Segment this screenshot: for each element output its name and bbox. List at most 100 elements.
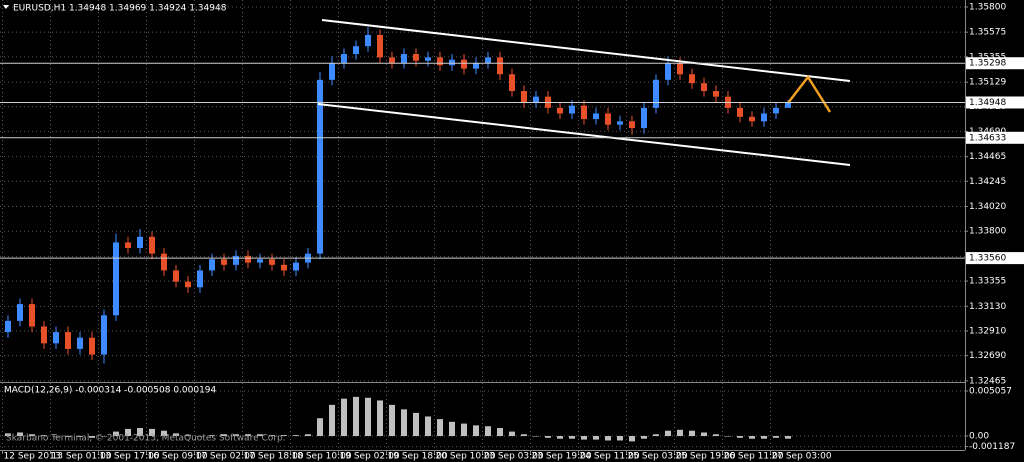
histogram-bar [365, 397, 371, 437]
x-tick-label: 19 Sep 02:00 [340, 452, 400, 462]
histogram-bar [233, 434, 239, 437]
histogram-bar [701, 432, 707, 437]
candle-body [449, 59, 455, 66]
candle-body [569, 105, 575, 114]
histogram-bar [125, 428, 131, 437]
price-level-label: 1.33560 [969, 254, 1006, 264]
candle-body [425, 57, 431, 61]
histogram-bar [77, 436, 83, 437]
histogram-bar [185, 435, 191, 437]
x-tick-label: 18 Sep 10:00 [292, 452, 352, 462]
candle-body [485, 57, 491, 64]
candle-body [701, 83, 707, 92]
histogram-bar [113, 431, 119, 437]
histogram-bar [773, 436, 779, 438]
candle-body [329, 63, 335, 80]
x-tick-label: 12 Sep 2013 [4, 452, 61, 462]
y-tick-label: 1.32910 [969, 326, 1006, 336]
x-tick-label: 23 Sep 03:00 [484, 452, 544, 462]
candle-body [473, 63, 479, 69]
histogram-bar [473, 425, 479, 437]
histogram-bar [449, 421, 455, 437]
candle-body [557, 107, 563, 114]
histogram-bar [653, 434, 659, 437]
candle-body [749, 116, 755, 122]
candle-body [197, 270, 203, 288]
y-tick-label: 1.32690 [969, 351, 1006, 361]
candle-body [233, 255, 239, 265]
candle-body [677, 63, 683, 75]
x-tick-label: 24 Sep 11:00 [580, 452, 640, 462]
price-level-box [966, 252, 1024, 265]
candle-body [53, 332, 59, 344]
histogram-bar [725, 436, 731, 437]
histogram-bar [17, 432, 23, 437]
candle-body [689, 74, 695, 84]
candle-body [629, 121, 635, 129]
candle-body [221, 259, 227, 265]
price-level-box [966, 57, 1024, 70]
candle-body [353, 46, 359, 55]
x-tick-label: 13 Sep 01:00 [52, 452, 112, 462]
histogram-bar [749, 436, 755, 439]
histogram-bar [497, 428, 503, 437]
candle-body [593, 113, 599, 120]
histogram-bar [737, 436, 743, 438]
candle-body [665, 63, 671, 80]
histogram-bar [545, 436, 551, 438]
histogram-bar [173, 433, 179, 437]
histogram-bar [401, 409, 407, 437]
candle-body [161, 253, 167, 271]
histogram-bar [461, 423, 467, 437]
candle-body [209, 259, 215, 271]
histogram-bar [761, 436, 767, 439]
x-tick-label: 13 Sep 17:00 [100, 452, 160, 462]
menu-arrow[interactable] [3, 5, 9, 9]
macd-title: MACD(12,26,9) -0.000314 -0.000508 0.0001… [4, 386, 217, 396]
x-tick-label: 17 Sep 18:00 [244, 452, 304, 462]
price-level-label: 1.34948 [969, 98, 1006, 108]
candle-body [533, 96, 539, 103]
candle-body [113, 242, 119, 316]
x-tick-label: 25 Sep 03:00 [628, 452, 688, 462]
candle-body [125, 242, 131, 249]
price-level-box [966, 96, 1024, 109]
y-tick-label: 1.33800 [969, 227, 1006, 237]
histogram-bar [533, 436, 539, 437]
projection [787, 74, 832, 113]
candle-body [89, 337, 95, 355]
marks-layer [5, 27, 791, 442]
histogram-bar [317, 418, 323, 437]
candle-body [413, 54, 419, 61]
histogram-bar [593, 436, 599, 440]
histogram-bar [245, 434, 251, 437]
histogram-bar [305, 434, 311, 437]
histogram-bar [485, 426, 491, 437]
y-tick-label: 1.35129 [969, 78, 1006, 88]
histogram-bar [629, 436, 635, 442]
histogram-bar [509, 431, 515, 437]
histogram-bar [209, 435, 215, 437]
histogram-bar [329, 404, 335, 437]
histogram-bar [41, 435, 47, 437]
price-level-label: 1.35298 [969, 59, 1006, 69]
x-tick-label: 20 Sep 10:00 [436, 452, 496, 462]
histogram-bar [53, 436, 59, 437]
x-tick-label: 25 Sep 19:00 [676, 452, 736, 462]
histogram-bar [89, 436, 95, 438]
histogram-bar [5, 433, 11, 437]
candle-body [77, 337, 83, 349]
histogram-bar [425, 416, 431, 437]
histogram-bar [137, 428, 143, 437]
candle-body [101, 315, 107, 355]
candle-body [185, 281, 191, 288]
histogram-bar [413, 412, 419, 437]
price-level-label: 1.34633 [969, 133, 1006, 143]
candle-body [773, 107, 779, 114]
histogram-bar [257, 434, 263, 437]
histogram-bar [161, 430, 167, 437]
y-tick-label: 1.33130 [969, 302, 1006, 312]
candle-body [713, 91, 719, 97]
histogram-bar [437, 419, 443, 437]
